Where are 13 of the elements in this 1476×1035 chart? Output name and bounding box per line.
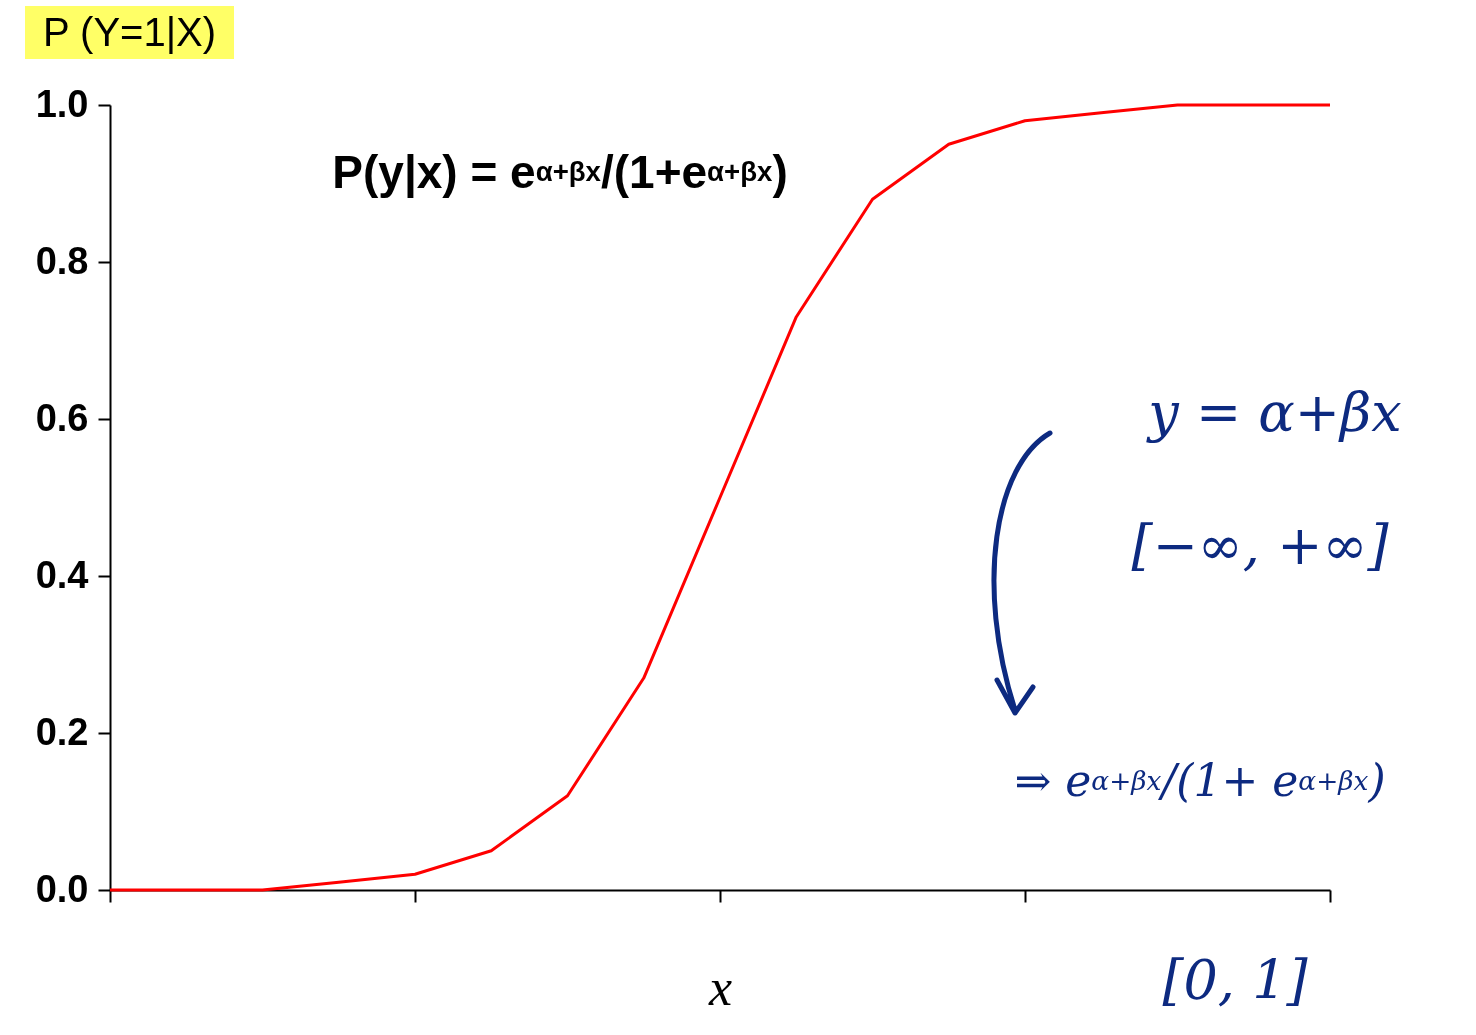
y-tick-label: 0.0 bbox=[35, 867, 89, 910]
annotation: P(y|x) = e$^{α+βx}$/(1+e$^{α+βx}$) bbox=[332, 145, 788, 199]
y-tick-label: 1.0 bbox=[35, 82, 89, 125]
y-tick-label: 0.6 bbox=[35, 396, 89, 439]
text: [0, 1] bbox=[1162, 948, 1308, 1012]
x-axis-title: x bbox=[707, 958, 733, 1016]
y-axis-title: P (Y=1|X) bbox=[25, 6, 235, 59]
y-tick-label: 0.4 bbox=[35, 553, 89, 596]
y-tick-label: 0.8 bbox=[35, 239, 89, 282]
annotation: y = α+βx bbox=[1148, 380, 1402, 444]
annotation: [−∞, +∞] bbox=[1131, 513, 1389, 577]
y-tick-label: 0.2 bbox=[35, 710, 89, 753]
annotation: ⇒ e$^{α+βx}$/(1+ e$^{α+βx}$) bbox=[1014, 754, 1386, 806]
